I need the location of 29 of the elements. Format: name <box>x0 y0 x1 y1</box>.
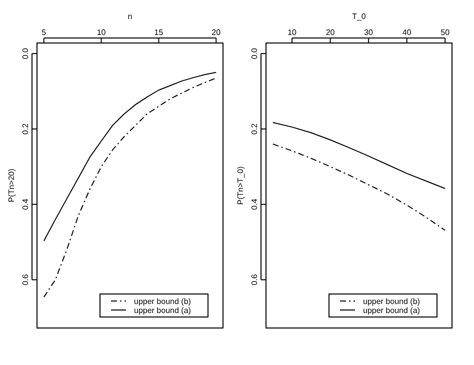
legend-label: upper bound (b) <box>134 296 192 306</box>
line-series <box>43 78 217 298</box>
y-tick-label: 0.2 <box>21 122 30 135</box>
x-tick-label: 15 <box>154 28 164 37</box>
y-tick-label: 0.2 <box>250 122 259 135</box>
line-series <box>43 72 217 242</box>
x-tick-label: 10 <box>96 28 106 37</box>
x-axis-title: T_0 <box>352 12 366 21</box>
legend-label: upper bound (b) <box>363 296 420 306</box>
x-tick-label: 50 <box>440 28 450 37</box>
line-series <box>272 122 446 190</box>
legend-label: upper bound (a) <box>134 306 192 315</box>
y-tick-label: 0.6 <box>250 274 259 286</box>
y-tick-label: 0.6 <box>21 274 30 286</box>
x-tick-label: 20 <box>212 28 222 37</box>
line-series <box>272 144 446 231</box>
x-axis-title: n <box>128 12 132 21</box>
x-tick-label: 40 <box>402 28 412 37</box>
x-tick-label: 30 <box>364 28 374 37</box>
x-tick-label: 5 <box>42 28 47 37</box>
y-tick-label: 0.4 <box>21 198 30 210</box>
y-tick-label: 0.4 <box>250 198 259 210</box>
y-tick-label: 0.0 <box>250 47 259 60</box>
y-axis-title: P(Tn>20) <box>7 168 16 202</box>
y-tick-label: 0.0 <box>21 47 30 60</box>
x-tick-label: 20 <box>326 28 336 37</box>
x-tick-label: 10 <box>288 28 298 37</box>
legend-label: upper bound (a) <box>363 306 420 315</box>
y-axis-title: P(Tn>T_0) <box>236 166 245 205</box>
